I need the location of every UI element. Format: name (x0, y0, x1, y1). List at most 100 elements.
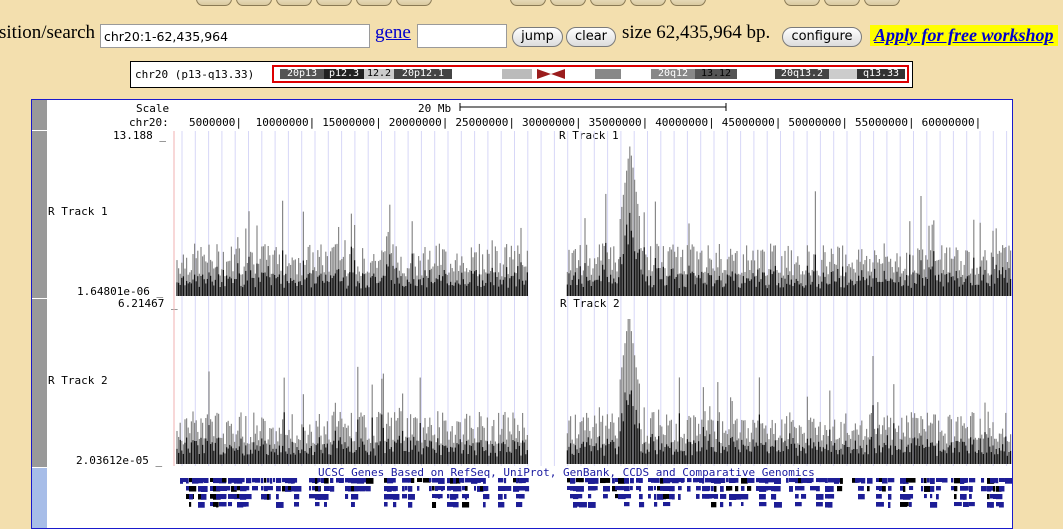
gene-feature (228, 486, 231, 491)
gene-feature (588, 486, 596, 491)
track1-drag-handle[interactable] (32, 131, 47, 299)
gene-feature (186, 478, 189, 484)
gene-feature (240, 494, 247, 500)
gene-feature (924, 486, 931, 492)
gene-feature (630, 478, 634, 484)
gene-feature (936, 486, 941, 491)
gene-feature (276, 486, 281, 492)
workshop-link[interactable]: Apply for free workshop (870, 25, 1058, 46)
gene-input[interactable] (417, 24, 507, 48)
gene-feature (252, 486, 258, 491)
scale-label: Scale (136, 102, 170, 115)
gene-feature (774, 502, 782, 508)
zoom-button[interactable] (670, 0, 706, 6)
gene-feature (762, 486, 767, 491)
gene-feature (525, 478, 529, 483)
gene-feature (696, 494, 700, 499)
zoom-button[interactable] (550, 0, 586, 6)
gene-feature (648, 494, 651, 499)
track2-drag-handle[interactable] (32, 299, 47, 468)
gene-feature (981, 478, 985, 483)
zoom-button[interactable] (824, 0, 860, 6)
gene-feature (747, 486, 752, 491)
gene-feature (354, 486, 361, 492)
gene-feature (852, 478, 858, 483)
nav-button[interactable] (196, 0, 232, 6)
gene-feature (579, 502, 587, 508)
gene-feature (228, 494, 236, 499)
nav-button[interactable] (276, 0, 312, 6)
gene-feature (276, 478, 282, 483)
gene-feature (189, 494, 193, 500)
gene-feature (315, 502, 320, 507)
zoom-button[interactable] (864, 0, 900, 6)
gene-feature (936, 494, 939, 500)
gene-feature (774, 486, 781, 492)
nav-button[interactable] (316, 0, 352, 6)
gene-feature (996, 486, 1002, 492)
gene-feature (876, 502, 884, 507)
gene-feature (726, 478, 729, 483)
nav-button[interactable] (356, 0, 392, 6)
genes-drag-handle[interactable] (32, 468, 47, 528)
gene-feature (759, 502, 767, 507)
position-input[interactable]: chr20:1-62,435,964 (100, 24, 370, 48)
gene-feature (762, 478, 767, 483)
ruler-tick-label: 55000000| (855, 116, 915, 129)
gene-feature (876, 478, 880, 483)
chromosome-ideogram[interactable]: chr20 (p13-q13.33) 20p13 p12.3 12.2 20p1… (130, 61, 913, 88)
gene-feature (867, 486, 870, 492)
chromosome-bar[interactable]: 20p13 p12.3 12.2 20p12.1 20q12 13.12 20q… (272, 65, 909, 83)
gene-feature (624, 502, 630, 507)
gene-feature (453, 494, 459, 499)
configure-button[interactable]: configure (782, 27, 862, 47)
gene-feature (402, 486, 405, 492)
gene-feature (990, 478, 996, 484)
gene-feature (1008, 478, 1012, 483)
band-segment (737, 69, 775, 79)
gene-feature (447, 494, 450, 499)
gene-feature (591, 478, 596, 484)
gene-feature (639, 478, 643, 483)
gene-feature (318, 478, 321, 483)
genome-browser-panel[interactable]: Scale 20 Mb chr20: 5000000| 10000000| 1500… (31, 99, 1013, 529)
jump-button[interactable]: jump (512, 27, 563, 47)
gene-feature (657, 486, 662, 491)
ruler-drag-handle[interactable] (32, 100, 47, 131)
gene-feature (624, 494, 632, 499)
zoom-button[interactable] (630, 0, 666, 6)
band-segment (621, 69, 651, 79)
gene-feature (603, 478, 611, 483)
gene-feature (825, 502, 830, 508)
gene-feature (363, 486, 367, 491)
gene-feature (594, 478, 599, 484)
nav-button[interactable] (396, 0, 432, 6)
nav-button[interactable] (236, 0, 272, 6)
gene-feature (513, 478, 519, 483)
gene-feature (393, 494, 400, 500)
zoom-button[interactable] (784, 0, 820, 6)
gene-feature (888, 486, 892, 491)
gene-feature (999, 478, 1005, 483)
track2-max-label: 6.21467 _ (118, 297, 178, 310)
gene-feature (417, 478, 423, 483)
gene-feature (624, 478, 630, 484)
gene-feature (204, 478, 209, 484)
gene-feature (222, 494, 227, 499)
gene-feature (483, 478, 486, 484)
gene-feature (324, 478, 329, 484)
clear-button[interactable]: clear (566, 27, 616, 47)
gene-feature (714, 478, 721, 484)
gene-feature (465, 486, 468, 491)
tracks-plot[interactable] (32, 100, 1013, 529)
gene-feature (819, 478, 826, 483)
gene-feature (405, 478, 411, 483)
zoom-button[interactable] (510, 0, 546, 6)
gene-feature (189, 478, 193, 483)
gene-link[interactable]: gene (375, 22, 411, 43)
gene-feature (588, 494, 592, 499)
gene-feature (639, 486, 642, 492)
zoom-button[interactable] (590, 0, 626, 6)
gene-feature (963, 478, 967, 484)
gene-feature (702, 478, 705, 484)
